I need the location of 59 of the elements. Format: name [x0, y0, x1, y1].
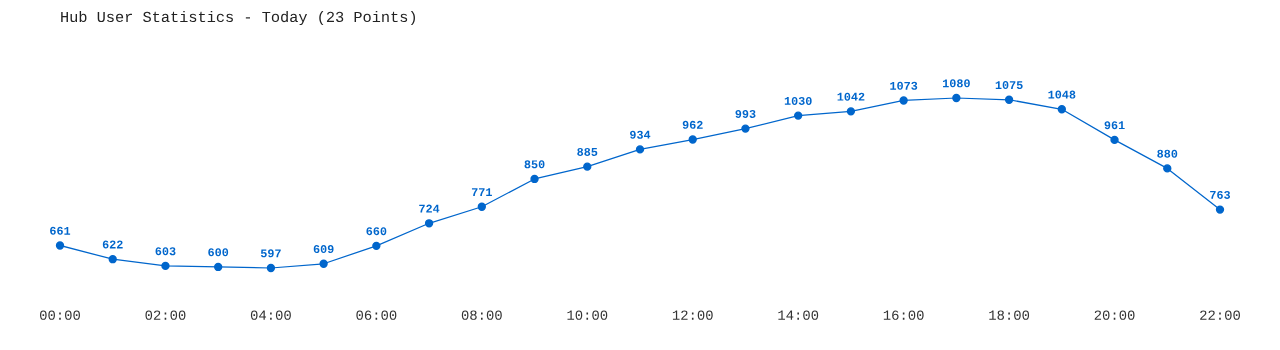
point [424, 219, 434, 228]
point [899, 96, 908, 105]
data-label: 763 [1210, 190, 1231, 199]
x-tick-label: 08:00 [461, 310, 502, 320]
x-tick-label: 02:00 [145, 310, 186, 320]
point [794, 111, 803, 120]
data-label: 1030 [784, 96, 812, 105]
data-label: 885 [577, 147, 598, 156]
data-label: 962 [682, 120, 703, 129]
data-label: 600 [208, 248, 229, 257]
point [55, 241, 65, 250]
x-tick-label: 18:00 [989, 310, 1030, 320]
x-tick-label: 16:00 [883, 310, 924, 320]
data-label: 661 [50, 226, 71, 235]
point [1004, 95, 1014, 104]
point [1163, 164, 1172, 173]
data-label: 609 [313, 245, 334, 254]
point [741, 124, 750, 133]
data-label: 724 [419, 204, 440, 213]
data-label: 1042 [837, 92, 865, 101]
x-tick-label: 14:00 [778, 310, 819, 320]
point [952, 93, 961, 103]
point [530, 174, 539, 184]
point [319, 259, 328, 268]
point [372, 241, 381, 250]
point [635, 145, 645, 154]
data-label: 961 [1104, 121, 1125, 130]
data-label: 622 [102, 240, 123, 249]
point [1215, 205, 1225, 214]
data-label: 850 [524, 160, 545, 169]
x-tick-label: 20:00 [1094, 310, 1135, 320]
data-label: 1073 [890, 81, 918, 90]
data-label: 880 [1157, 149, 1178, 158]
point [266, 263, 276, 273]
point [161, 261, 170, 271]
data-label: 1075 [995, 81, 1023, 90]
chart-title: Hub User Statistics - Today (23 Points) [61, 10, 415, 26]
x-tick-label: 00:00 [40, 310, 80, 320]
point [1110, 135, 1119, 145]
x-tick-label: 22:00 [1200, 310, 1240, 320]
x-tick-label: 06:00 [356, 310, 397, 320]
point [846, 107, 856, 116]
data-label: 934 [630, 130, 651, 139]
data-label: 1080 [942, 79, 970, 88]
point [1057, 105, 1066, 114]
x-tick-label: 10:00 [567, 310, 608, 320]
data-label: 603 [155, 247, 176, 256]
data-label: 993 [735, 109, 756, 118]
x-tick-label: 04:00 [250, 310, 291, 320]
data-label: 1048 [1048, 90, 1076, 99]
point [688, 135, 697, 144]
data-label: 660 [366, 227, 387, 236]
data-label: 771 [471, 188, 492, 196]
point [477, 202, 486, 211]
point [108, 255, 117, 264]
x-tick-label: 12:00 [672, 310, 713, 320]
data-label: 597 [260, 249, 281, 258]
point [214, 262, 223, 272]
point [583, 162, 592, 171]
